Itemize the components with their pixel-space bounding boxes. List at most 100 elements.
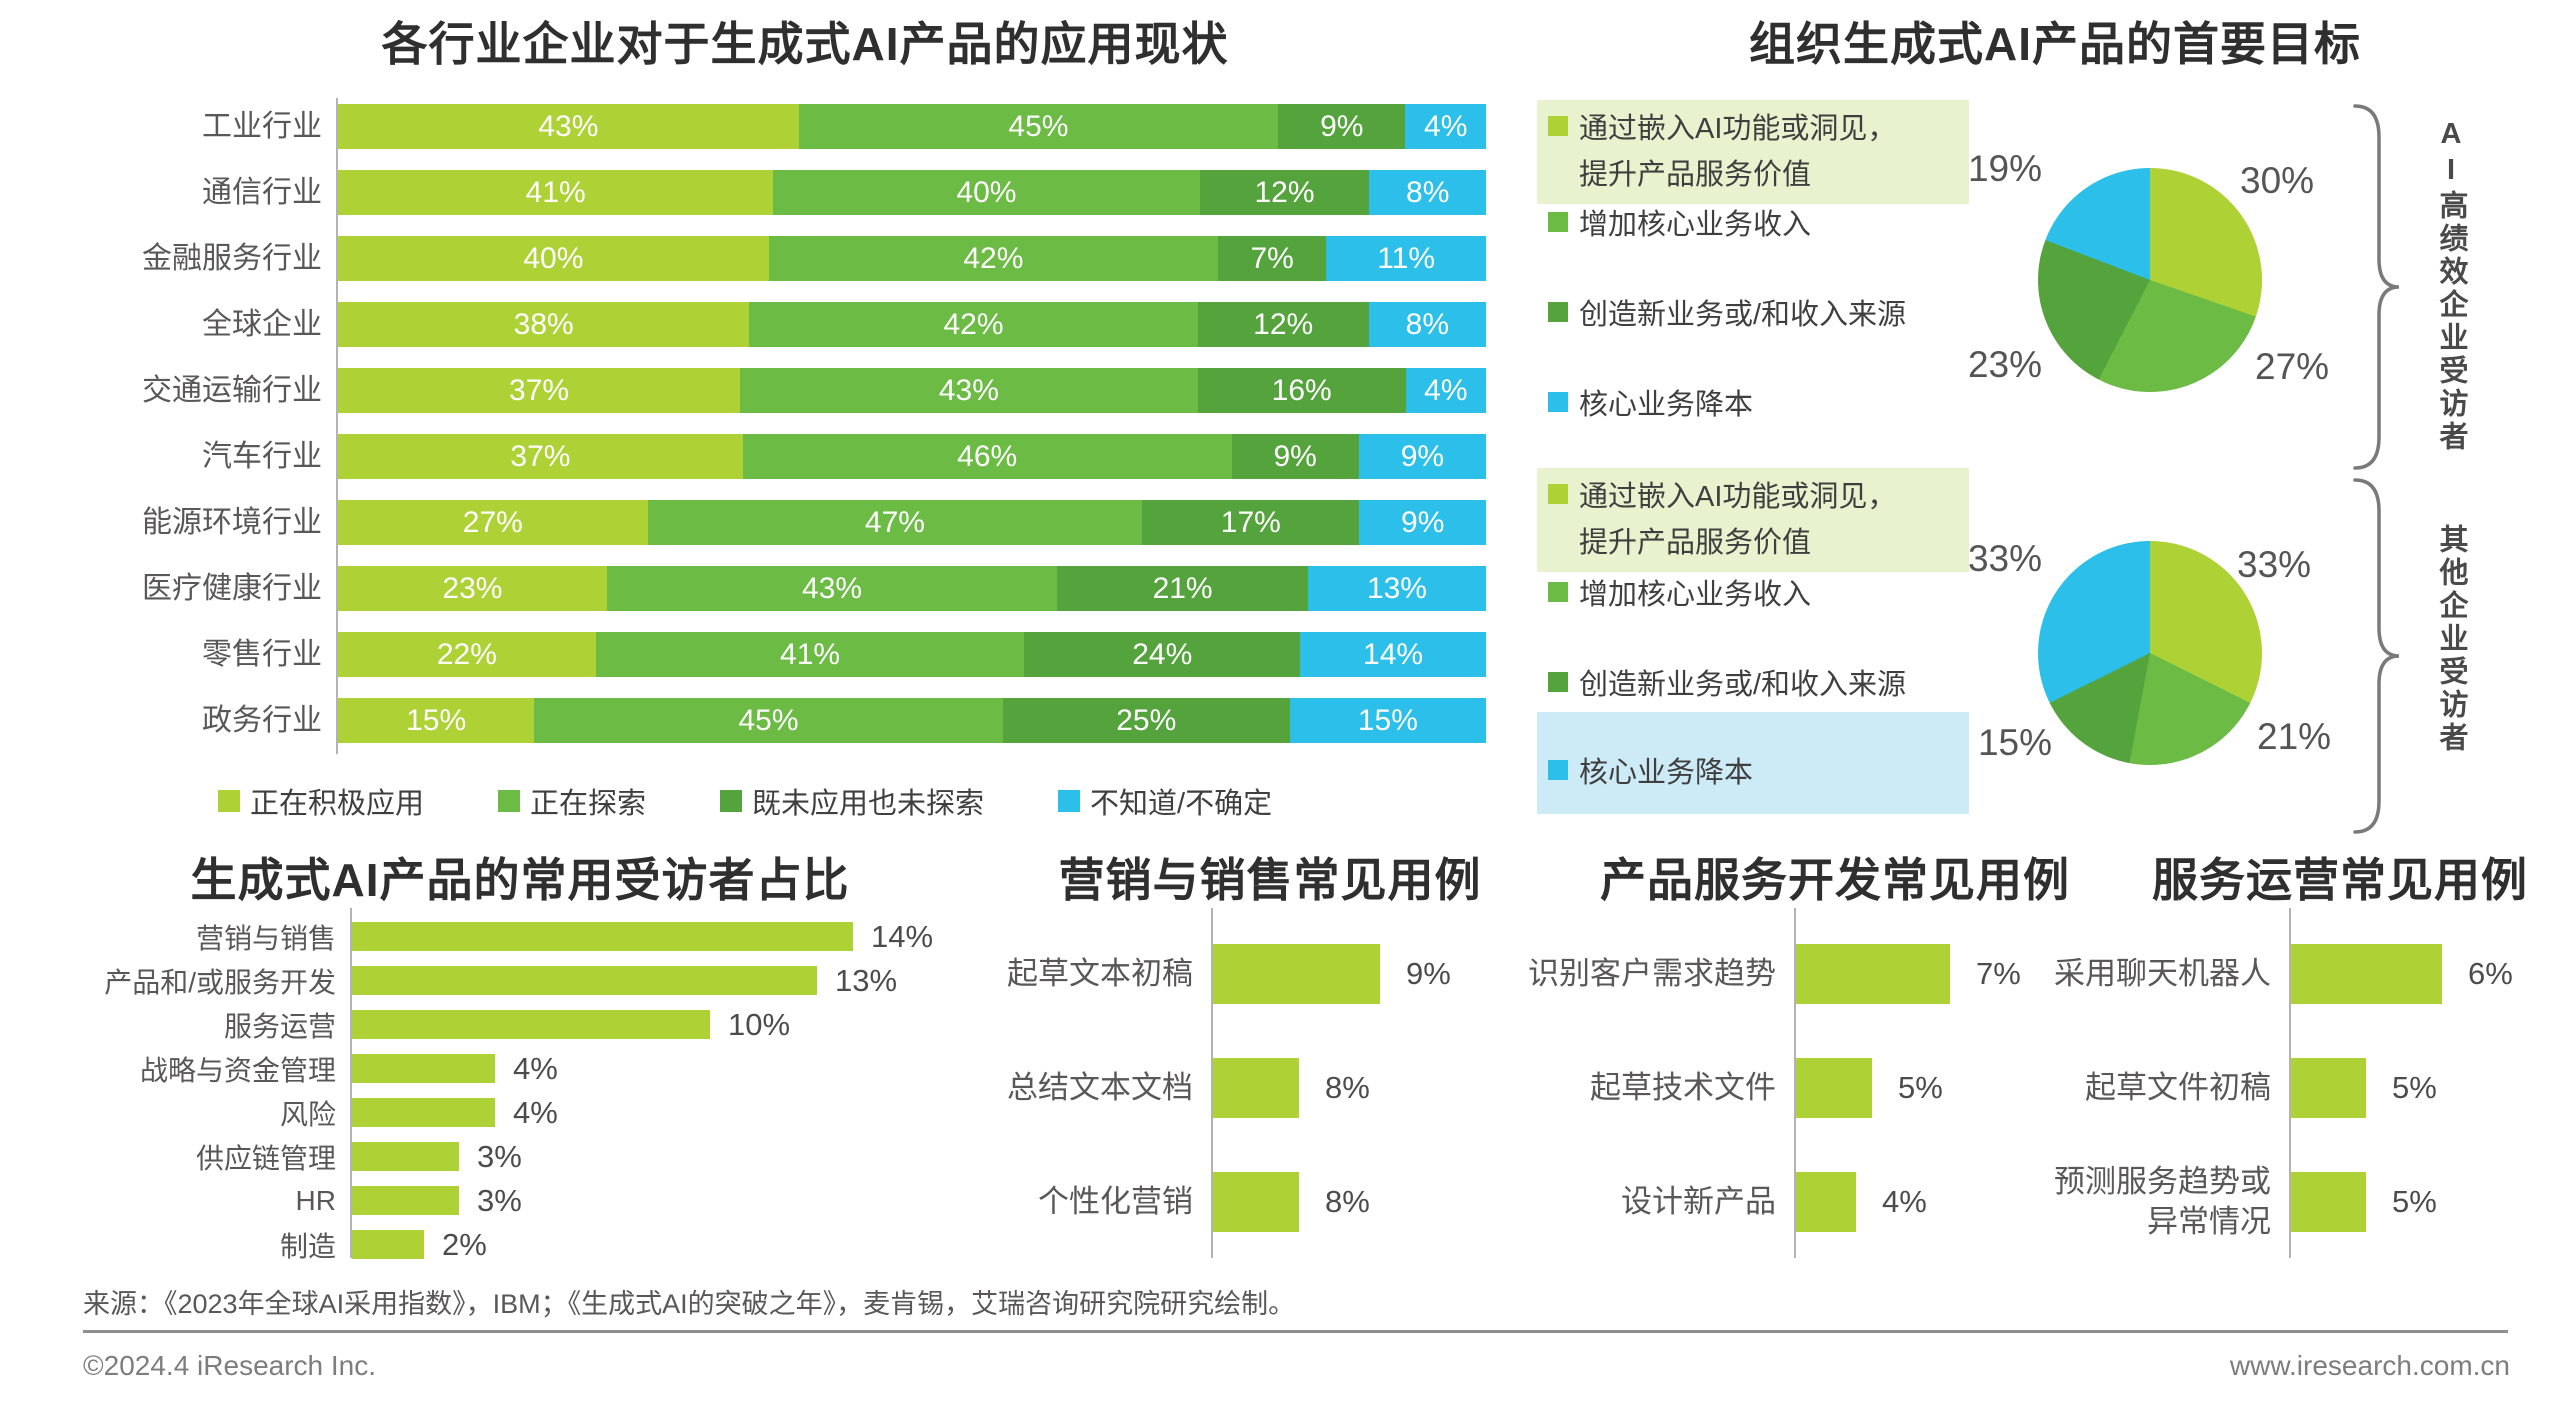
use-case-bar-value: 4% [1882, 1184, 1927, 1219]
respondent-bar-value: 14% [871, 918, 934, 954]
use-case-label: 总结文本文档 [1007, 1070, 1193, 1105]
segment-value-label: 27% [462, 505, 523, 539]
stacked-bar-segment: 16% [1197, 368, 1406, 413]
pie-value-label: 15% [1977, 722, 2052, 763]
legend-swatch [1548, 392, 1568, 412]
use-case-bar-value: 7% [1976, 956, 2021, 991]
stacked-bar-segment: 13% [1307, 566, 1486, 611]
goals-legend-item: 增加核心业务收入 [1548, 202, 1811, 248]
segment-value-label: 21% [1152, 571, 1213, 605]
pie-value-label: 33% [2237, 544, 2312, 585]
use-case-bar [1213, 944, 1380, 1004]
legend-swatch [1548, 760, 1568, 780]
respondent-row: HR 3% [60, 1183, 933, 1218]
segment-value-label: 16% [1271, 373, 1332, 407]
pie-value-label: 23% [1967, 344, 2042, 385]
segment-value-label: 37% [510, 439, 571, 473]
goals-legend-label: 增加核心业务收入 [1579, 209, 1812, 241]
industry-row-label: 零售行业 [202, 638, 322, 671]
stacked-bar-segment: 21% [1057, 566, 1308, 611]
respondent-row-label: HR [295, 1184, 336, 1216]
stacked-bar: 43% 45% 9% 4% [338, 104, 1487, 149]
stacked-bar-segment: 42% [749, 302, 1198, 347]
segment-value-label: 14% [1363, 637, 1424, 671]
respondent-bar [352, 1186, 459, 1215]
website-link[interactable]: www.iresearch.com.cn [2229, 1350, 2510, 1381]
segment-value-label: 23% [442, 571, 503, 605]
stacked-bar-segment: 14% [1300, 632, 1486, 677]
stacked-bar-segment: 23% [338, 566, 607, 611]
stacked-bar-segment: 12% [1199, 170, 1370, 215]
segment-value-label: 13% [1366, 571, 1427, 605]
use-case-label: 起草文件初稿 [2085, 1070, 2271, 1105]
industry-row-label: 汽车行业 [202, 440, 322, 473]
stacked-bar: 27% 47% 17% 9% [338, 500, 1486, 545]
marketing-use-cases-axis [1211, 908, 1213, 1258]
industry-row-label: 金融服务行业 [142, 242, 322, 275]
stacked-bar-segment: 40% [773, 170, 1200, 215]
use-case-label: 起草文本初稿 [1007, 956, 1193, 991]
use-case-label: 识别客户需求趋势 [1528, 956, 1776, 991]
respondent-row: 制造 2% [60, 1227, 933, 1262]
industry-row: 能源环境行业 27% 47% 17% 9% [60, 500, 1486, 545]
respondent-row-label: 营销与销售 [195, 922, 336, 954]
marketing-use-cases-title: 营销与销售常见用例 [1058, 854, 1482, 906]
use-case-row: 起草技术文件 5% [1490, 1058, 2021, 1118]
legend-highlight-blue [1537, 712, 1969, 814]
stacked-bar-segment: 25% [1002, 698, 1290, 743]
industry-row: 金融服务行业 40% 42% 7% 11% [60, 236, 1486, 281]
legend-swatch [1548, 212, 1568, 232]
legend-item: 正在积极应用 [218, 780, 424, 822]
stacked-bar-segment: 15% [338, 698, 535, 743]
stacked-bar-segment: 9% [1359, 500, 1486, 545]
respondent-bar [352, 1098, 495, 1127]
use-case-row: 总结文本文档 8% [935, 1058, 1451, 1118]
use-case-bar [1796, 944, 1950, 1004]
respondent-row-label: 制造 [279, 1230, 336, 1262]
stacked-bar-segment: 43% [740, 368, 1198, 413]
segment-value-label: 47% [864, 505, 925, 539]
segment-value-label: 25% [1116, 703, 1177, 737]
stacked-bar: 15% 45% 25% 15% [338, 698, 1486, 743]
segment-value-label: 37% [509, 373, 570, 407]
bracket-other-companies [2353, 478, 2400, 834]
goals-legend-label: 增加核心业务收入 [1579, 579, 1812, 611]
source-note: 来源：《2023年全球AI采用指数》，IBM；《生成式AI的突破之年》，麦肯锡，… [83, 1289, 1296, 1319]
respondent-bar-value: 10% [728, 1006, 791, 1042]
respondent-bar-value: 13% [835, 962, 898, 998]
stacked-bar-segment: 7% [1218, 236, 1327, 281]
copyright-text: ©2024.4 iResearch Inc. [83, 1350, 377, 1381]
segment-value-label: 43% [802, 571, 863, 605]
stacked-bar-segment: 8% [1368, 302, 1486, 347]
pie-value-label: 21% [2257, 716, 2332, 757]
segment-value-label: 9% [1273, 439, 1317, 473]
segment-value-label: 4% [1424, 109, 1468, 143]
stacked-bar: 38% 42% 12% 8% [338, 302, 1486, 347]
industry-row-label: 交通运输行业 [142, 374, 322, 407]
goals-legend-item: 通过嵌入AI功能或洞见， 提升产品服务价值 [1548, 106, 1896, 198]
legend-swatch [498, 790, 521, 812]
industry-row-label: 工业行业 [202, 110, 322, 143]
stacked-bar-segment: 43% [606, 566, 1058, 611]
industry-row: 汽车行业 37% 46% 9% 9% [60, 434, 1487, 479]
respondent-bar-value: 4% [513, 1094, 558, 1130]
use-case-bar [2291, 1058, 2366, 1118]
stacked-bar-segment: 8% [1369, 170, 1487, 215]
segment-value-label: 41% [525, 175, 586, 209]
segment-value-label: 15% [406, 703, 467, 737]
segment-value-label: 22% [436, 637, 497, 671]
use-case-bar [1796, 1058, 1872, 1118]
stacked-bar-segment: 11% [1326, 236, 1486, 281]
legend-swatch [720, 790, 743, 812]
segment-value-label: 24% [1132, 637, 1193, 671]
respondent-bar [352, 1054, 495, 1083]
product-dev-use-cases-rows: 识别客户需求趋势 7% 起草技术文件 5% 设计新产品 4% [1490, 944, 2021, 1286]
use-case-bar [1213, 1172, 1299, 1232]
legend-item: 不知道/不确定 [1058, 780, 1272, 822]
goals-legend-item: 创造新业务或/和收入来源 [1548, 662, 1906, 708]
stacked-bar: 23% 43% 21% 13% [338, 566, 1486, 611]
use-case-row: 起草文本初稿 9% [935, 944, 1451, 1004]
stacked-bar-segment: 45% [534, 698, 1003, 743]
legend-item: 既未应用也未探索 [720, 780, 984, 822]
industry-chart-axis [336, 98, 338, 754]
